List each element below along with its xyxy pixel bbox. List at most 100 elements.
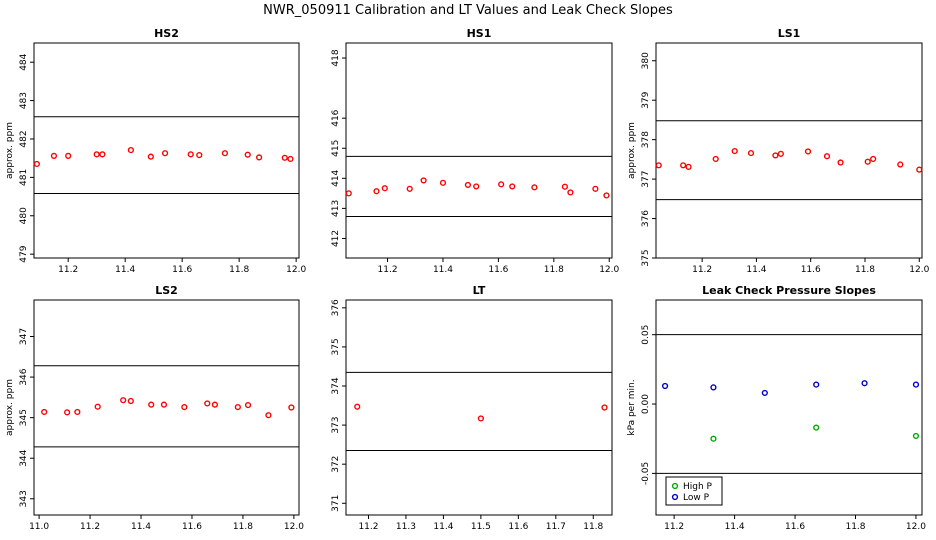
data-point <box>897 161 904 168</box>
data-point <box>680 162 687 169</box>
data-point <box>601 404 608 411</box>
data-point <box>50 152 58 159</box>
data-point <box>685 163 692 170</box>
y-tick-label: 0.05 <box>641 325 651 345</box>
x-tick-label: 12.0 <box>909 265 929 275</box>
data-point <box>265 412 272 419</box>
data-point <box>244 401 252 409</box>
panel-leak-check-pressure-slopes: Leak Check Pressure Slopes 11.2 11.4 11.6 11… <box>627 284 926 532</box>
x-tick-label: 11.6 <box>172 265 192 275</box>
x-tick-label: 11.8 <box>855 265 875 275</box>
y-tick-label: 375 <box>331 338 341 355</box>
chart-panels: HS2 11.2 11.4 11.6 11.8 12.0 479 480 481 482 483 48… <box>5 27 930 532</box>
x-tick-label: 11.6 <box>488 265 508 275</box>
data-point <box>234 403 241 411</box>
x-tick-label: 11.6 <box>801 265 821 275</box>
data-point <box>498 181 505 188</box>
data-point <box>147 153 154 160</box>
y-tick-label: 374 <box>331 377 341 394</box>
data-point <box>464 181 472 189</box>
y-tick-label: 413 <box>331 200 341 217</box>
y-axis-label: approx. ppm <box>627 122 637 179</box>
data-point <box>406 185 413 192</box>
x-tick-label: 11.4 <box>433 265 453 275</box>
y-tick-label: 376 <box>331 299 341 316</box>
plot-frame <box>33 299 300 516</box>
plot-frame <box>345 299 613 516</box>
panel-title: HS2 <box>154 27 179 40</box>
y-tick-label: 372 <box>331 456 341 473</box>
y-tick-label: 412 <box>331 230 341 247</box>
y-axis-label: kPa per min. <box>627 379 637 435</box>
data-point <box>41 408 48 416</box>
data-point <box>477 415 484 422</box>
data-point <box>912 381 920 388</box>
y-tick-label: 0.00 <box>641 394 651 414</box>
data-point <box>473 183 480 190</box>
y-tick-label: 480 <box>19 207 29 224</box>
data-point <box>160 401 168 408</box>
data-point <box>127 397 134 405</box>
y-tick-label: 414 <box>331 169 341 186</box>
y-tick-label: 418 <box>331 49 341 66</box>
legend-marker <box>671 493 679 501</box>
x-tick-label: 11.2 <box>378 265 398 275</box>
data-point <box>287 155 294 163</box>
x-tick-label: 11.2 <box>358 522 378 532</box>
x-tick-label: 11.4 <box>115 265 135 275</box>
data-point <box>281 154 288 161</box>
data-point <box>148 401 155 408</box>
data-point <box>561 183 568 190</box>
data-point <box>204 400 211 407</box>
data-point <box>94 403 101 410</box>
x-tick-label: 12.0 <box>599 265 619 275</box>
data-point <box>196 152 203 159</box>
plot-frame <box>345 42 613 259</box>
data-point <box>912 432 920 440</box>
y-tick-label: 483 <box>19 92 29 109</box>
y-tick-label: -0.05 <box>641 462 651 485</box>
legend-box <box>665 476 723 506</box>
x-tick-label: 11.8 <box>233 522 253 532</box>
data-point <box>710 384 717 391</box>
y-tick-label: 347 <box>19 328 29 345</box>
data-point <box>772 152 779 159</box>
figure-title: NWR_050911 Calibration and LT Values and… <box>263 3 673 18</box>
data-point <box>420 177 427 184</box>
x-tick-label: 11.0 <box>29 522 49 532</box>
data-point <box>747 149 755 157</box>
data-point <box>531 184 538 191</box>
panel-hs1: HS1 11.2 11.4 11.6 11.8 12.0 412 413 414 415 416 41… <box>331 27 620 275</box>
x-tick-label: 11.8 <box>583 522 603 532</box>
data-point <box>813 424 820 431</box>
data-point <box>381 185 388 192</box>
data-point <box>33 160 40 168</box>
x-tick-label: 11.8 <box>845 522 865 532</box>
data-point <box>244 151 251 158</box>
x-tick-label: 11.4 <box>433 522 453 532</box>
x-tick-label: 11.2 <box>58 265 78 275</box>
data-point <box>603 192 610 199</box>
y-tick-label: 373 <box>331 416 341 433</box>
y-axis-label: approx. ppm <box>5 379 15 436</box>
x-tick-label: 11.4 <box>725 522 745 532</box>
panel-lt: LT 11.2 11.3 11.4 11.5 11.6 11.7 11.8 371 372 373 3… <box>331 284 613 532</box>
data-point <box>64 409 71 416</box>
y-tick-label: 484 <box>19 53 29 70</box>
data-point <box>804 148 812 155</box>
data-point <box>439 179 447 186</box>
y-tick-label: 377 <box>641 171 651 188</box>
data-point <box>256 154 263 161</box>
data-point <box>861 380 868 387</box>
y-tick-label: 371 <box>331 495 341 512</box>
data-point <box>288 404 295 411</box>
x-tick-label: 11.2 <box>80 522 100 532</box>
data-point <box>120 397 127 404</box>
y-tick-label: 416 <box>331 109 341 126</box>
data-point <box>823 153 831 160</box>
data-point <box>710 435 717 442</box>
y-tick-label: 481 <box>19 169 29 186</box>
y-tick-label: 415 <box>331 140 341 157</box>
data-point <box>99 151 106 158</box>
